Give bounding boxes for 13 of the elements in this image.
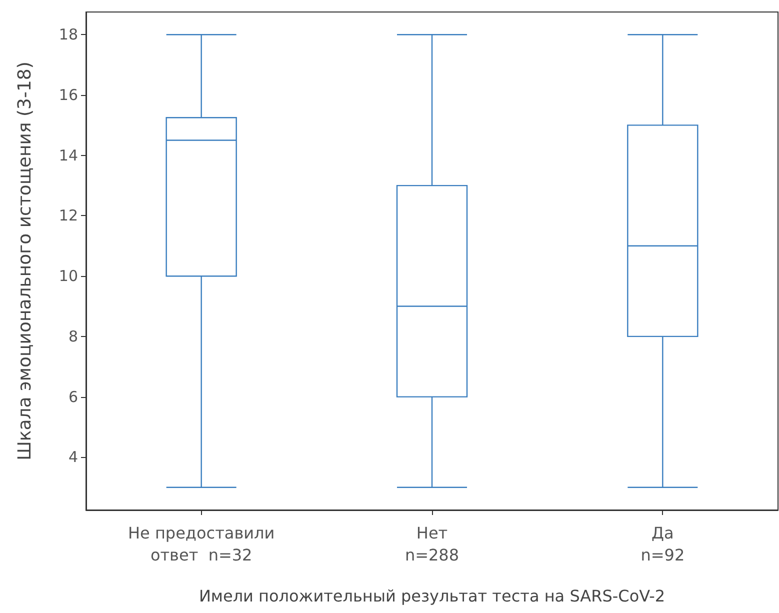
y-tick-label: 18 (58, 26, 78, 44)
y-axis-title: Шкала эмоционального истощения (3-18) (14, 62, 36, 460)
x-tick-label: Да n=92 (640, 524, 685, 564)
y-tick-label: 4 (68, 448, 78, 466)
y-tick-label: 8 (68, 327, 78, 346)
y-tick-label: 6 (68, 388, 78, 406)
x-axis-title: Имели положительный результат теста на SARS-CoV-2 (198, 586, 666, 606)
y-tick-label: 14 (58, 146, 78, 164)
x-tick-label: Нет n=288 (404, 524, 460, 564)
y-tick-label: 16 (58, 86, 78, 104)
y-tick-label: 10 (58, 267, 78, 286)
y-tick-label: 12 (58, 206, 78, 225)
x-tick-label: Не предоставили ответ n=32 (128, 524, 275, 564)
